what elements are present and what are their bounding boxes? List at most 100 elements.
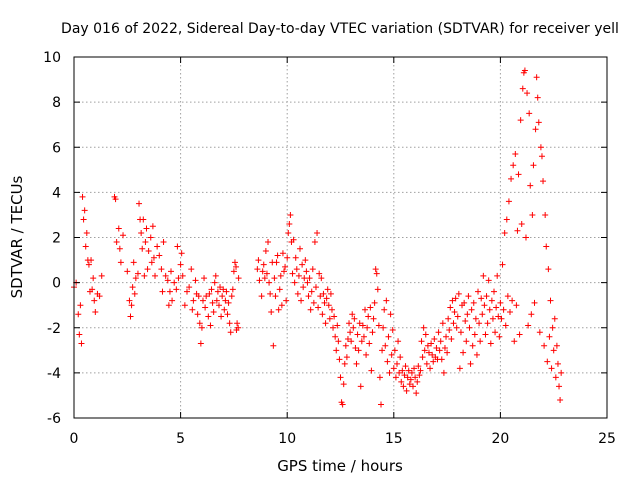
data-point [98,272,105,279]
data-point [475,288,482,295]
data-point [164,277,171,284]
grid-layer [74,57,607,418]
data-point [349,311,356,318]
data-point [169,297,176,304]
data-point [501,229,508,236]
data-point [393,360,400,367]
data-point [470,299,477,306]
data-point [484,320,491,327]
data-point [422,331,429,338]
data-point [303,268,310,275]
data-point [283,297,290,304]
data-point [553,342,560,349]
data-point [430,358,437,365]
data-point [309,266,316,273]
data-point [464,311,471,318]
data-point [455,290,462,297]
data-point [259,268,266,275]
data-point [327,290,334,297]
data-point [177,261,184,268]
data-point [314,229,321,236]
data-point [115,225,122,232]
data-point [515,171,522,178]
data-point [443,333,450,340]
data-point [529,211,536,218]
data-point [142,239,149,246]
data-point [485,277,492,284]
data-point [335,338,342,345]
data-point [140,216,147,223]
data-point [510,162,517,169]
data-point [401,372,408,379]
data-point [267,290,274,297]
data-point [406,381,413,388]
data-point [233,263,240,270]
data-point [147,234,154,241]
data-point [417,367,424,374]
data-point [298,297,305,304]
x-tick-label: 5 [176,431,185,447]
data-point [412,374,419,381]
data-point [380,324,387,331]
data-point [352,345,359,352]
data-point [543,243,550,250]
data-point [368,367,375,374]
data-point [522,234,529,241]
data-point [226,320,233,327]
data-point [79,193,86,200]
data-point [494,272,501,279]
data-point [530,162,537,169]
data-point [202,304,209,311]
data-point [449,297,456,304]
data-point [166,288,173,295]
data-point [192,277,199,284]
data-point [418,338,425,345]
data-point [445,315,452,322]
data-point [201,275,208,282]
data-point [173,286,180,293]
data-point [424,342,431,349]
data-point [537,144,544,151]
data-point [209,299,216,306]
data-point [130,259,137,266]
data-point [282,263,289,270]
data-point [355,347,362,354]
data-point [413,390,420,397]
data-point [532,126,539,133]
data-point [437,338,444,345]
data-point [154,243,161,250]
y-tick-label: -4 [47,366,61,382]
data-point [347,329,354,336]
data-point [463,338,470,345]
data-point [263,270,270,277]
data-point [513,302,520,309]
data-point [441,345,448,352]
data-point [317,293,324,300]
data-point [386,369,393,376]
data-point [397,354,404,361]
data-point [504,293,511,300]
data-point [174,243,181,250]
data-point [378,401,385,408]
data-point [254,266,261,273]
data-point [447,304,454,311]
data-point [389,327,396,334]
data-point [299,261,306,268]
data-point [395,338,402,345]
data-point [224,311,231,318]
data-point [141,272,148,279]
data-point [256,277,263,284]
data-point [307,306,314,313]
data-point [234,320,241,327]
data-point [128,302,135,309]
data-point [440,369,447,376]
data-point [339,401,346,408]
data-point [453,324,460,331]
data-point [521,67,528,74]
data-point [235,324,242,331]
data-point [145,248,152,255]
data-point [328,306,335,313]
data-point [211,279,218,286]
data-point [548,365,555,372]
